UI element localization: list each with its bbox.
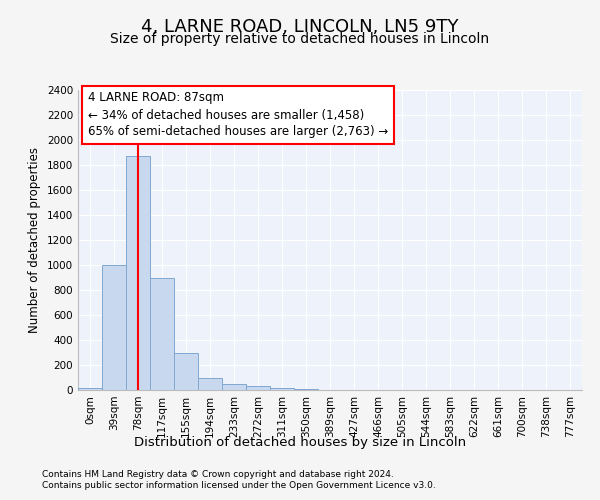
Bar xyxy=(246,386,270,390)
Bar xyxy=(102,265,126,390)
Text: Size of property relative to detached houses in Lincoln: Size of property relative to detached ho… xyxy=(110,32,490,46)
Bar xyxy=(78,388,102,390)
Text: Contains HM Land Registry data © Crown copyright and database right 2024.: Contains HM Land Registry data © Crown c… xyxy=(42,470,394,479)
Bar xyxy=(222,384,246,390)
Text: 4 LARNE ROAD: 87sqm
← 34% of detached houses are smaller (1,458)
65% of semi-det: 4 LARNE ROAD: 87sqm ← 34% of detached ho… xyxy=(88,92,388,138)
Bar xyxy=(270,388,294,390)
Bar xyxy=(150,278,174,390)
Text: Distribution of detached houses by size in Lincoln: Distribution of detached houses by size … xyxy=(134,436,466,449)
Bar xyxy=(198,378,222,390)
Y-axis label: Number of detached properties: Number of detached properties xyxy=(28,147,41,333)
Bar xyxy=(174,352,198,390)
Text: 4, LARNE ROAD, LINCOLN, LN5 9TY: 4, LARNE ROAD, LINCOLN, LN5 9TY xyxy=(141,18,459,36)
Text: Contains public sector information licensed under the Open Government Licence v3: Contains public sector information licen… xyxy=(42,481,436,490)
Bar xyxy=(126,156,150,390)
